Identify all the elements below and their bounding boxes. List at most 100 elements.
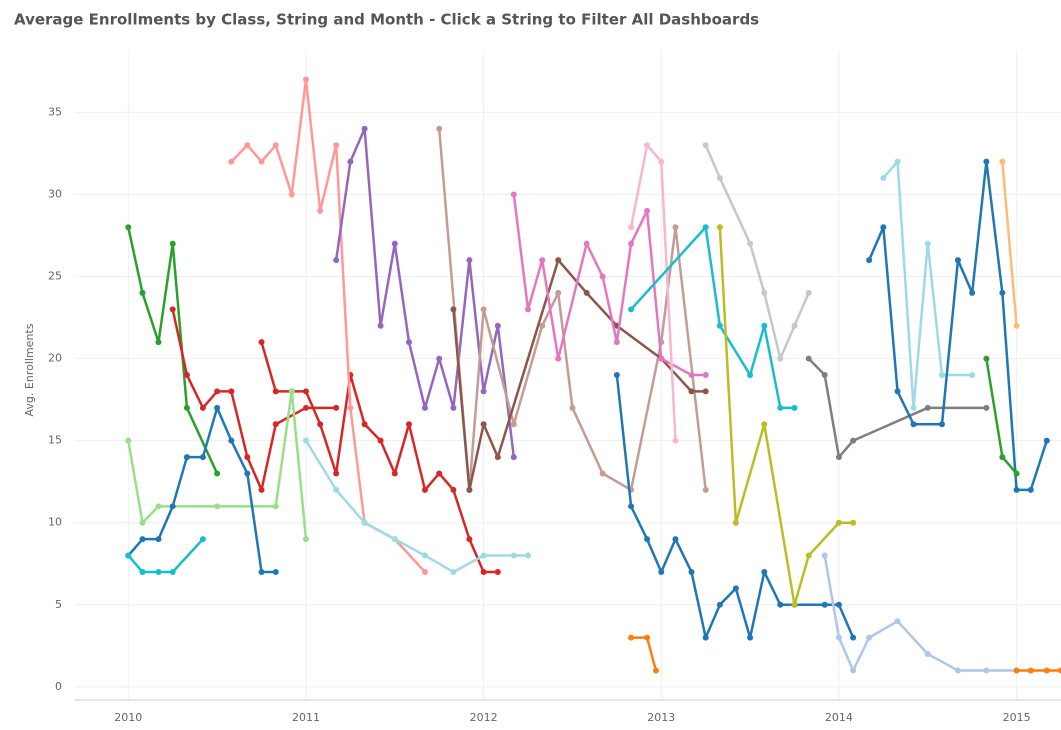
data-point — [761, 568, 768, 575]
data-point — [333, 142, 340, 149]
data-point — [894, 158, 901, 165]
data-point — [880, 175, 887, 182]
data-point — [391, 240, 398, 247]
data-point — [747, 372, 754, 378]
data-point — [791, 601, 798, 608]
data-point — [747, 634, 754, 641]
data-point — [821, 601, 828, 608]
data-point — [272, 421, 279, 428]
y-tick-label: 35 — [48, 105, 62, 118]
data-point — [139, 289, 146, 296]
data-point — [821, 552, 828, 559]
data-point — [125, 552, 132, 559]
data-point — [539, 257, 546, 264]
data-point — [214, 503, 221, 510]
data-point — [480, 421, 487, 428]
data-point — [599, 273, 606, 280]
data-point — [525, 306, 532, 313]
data-point — [272, 388, 279, 395]
data-point — [835, 519, 842, 526]
data-point — [302, 76, 309, 83]
y-tick-label: 5 — [55, 598, 62, 611]
data-point — [999, 158, 1006, 165]
data-point — [1013, 667, 1020, 674]
series-line — [807, 357, 987, 459]
data-point — [302, 404, 309, 411]
y-tick-label: 30 — [48, 187, 62, 200]
data-point — [450, 404, 457, 411]
data-point — [450, 306, 457, 313]
data-point — [480, 568, 487, 575]
data-point — [302, 536, 309, 543]
data-point — [702, 224, 709, 231]
data-point — [169, 240, 176, 247]
data-point — [258, 339, 265, 346]
data-point — [628, 306, 635, 313]
data-point — [910, 404, 917, 411]
series-line — [127, 227, 219, 475]
series-line — [631, 636, 658, 671]
data-point — [835, 634, 842, 641]
data-point — [539, 322, 546, 329]
y-tick-label: 0 — [55, 680, 62, 693]
data-point — [391, 470, 398, 477]
data-point — [1043, 437, 1050, 444]
data-point — [333, 257, 340, 264]
data-point — [1027, 486, 1034, 493]
data-point — [835, 454, 842, 461]
data-point — [155, 339, 162, 346]
data-point — [672, 224, 679, 231]
data-point — [850, 437, 857, 444]
data-point — [169, 503, 176, 510]
data-point — [658, 355, 665, 362]
data-point — [583, 240, 590, 247]
data-point — [688, 568, 695, 575]
data-point — [377, 322, 384, 329]
data-point — [510, 552, 517, 559]
series-line — [437, 128, 707, 492]
data-point — [155, 503, 162, 510]
data-point — [450, 486, 457, 493]
data-point — [466, 257, 473, 264]
data-point — [258, 486, 265, 493]
data-point — [494, 322, 501, 329]
data-point — [199, 404, 206, 411]
series-line — [171, 309, 337, 492]
data-point — [302, 437, 309, 444]
data-point — [999, 289, 1006, 296]
data-point — [272, 503, 279, 510]
y-tick-label: 10 — [48, 516, 62, 529]
data-point — [702, 372, 709, 378]
data-point — [405, 339, 412, 346]
data-point — [183, 372, 190, 378]
data-point — [835, 601, 842, 608]
x-tick-label: 2010 — [114, 711, 142, 724]
data-point — [569, 404, 576, 411]
data-point — [969, 289, 976, 296]
data-point — [436, 355, 443, 362]
data-point — [302, 388, 309, 395]
data-point — [405, 421, 412, 428]
data-point — [199, 536, 206, 543]
data-point — [983, 667, 990, 674]
data-point — [599, 470, 606, 477]
data-point — [805, 355, 812, 362]
data-point — [938, 421, 945, 428]
series-line — [230, 78, 426, 573]
data-point — [761, 421, 768, 428]
data-point — [139, 519, 146, 526]
data-point — [628, 224, 635, 231]
data-point — [288, 191, 295, 198]
data-point — [658, 158, 665, 165]
data-point — [999, 454, 1006, 461]
data-point — [494, 568, 501, 575]
data-point — [924, 240, 931, 247]
data-point — [628, 634, 635, 641]
x-tick-label: 2014 — [825, 711, 853, 724]
y-tick-label: 15 — [48, 434, 62, 447]
series-line — [1001, 161, 1018, 326]
chart-title: Average Enrollments by Class, String and… — [14, 11, 759, 29]
data-point — [983, 158, 990, 165]
series-line — [615, 374, 855, 639]
data-point — [777, 404, 784, 411]
